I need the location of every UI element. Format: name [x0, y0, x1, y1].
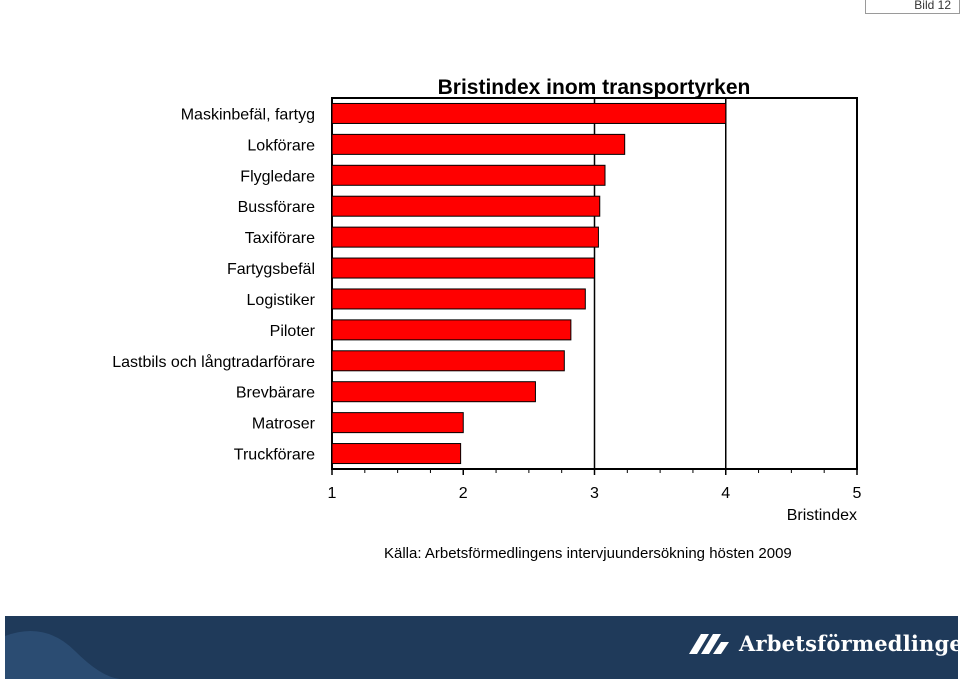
bar: [331, 102, 727, 124]
category-label: Matroser: [252, 416, 316, 433]
category-label: Logistiker: [247, 292, 316, 309]
x-tick-label: 1: [328, 485, 337, 502]
footer-decoration: [5, 631, 125, 679]
brand-logo: Arbetsförmedlingen: [687, 630, 958, 656]
bar-chart: Bristindex inom transportyrken Maskinbef…: [112, 76, 862, 524]
category-label: Taxiförare: [245, 230, 315, 247]
category-label: Lastbils och långtradarförare: [112, 353, 315, 371]
bar: [331, 195, 601, 217]
category-label: Lokförare: [247, 137, 315, 154]
source-note: Källa: Arbetsförmedlingens intervjuunder…: [384, 545, 792, 562]
category-label: Brevbärare: [236, 385, 315, 402]
bar: [331, 288, 586, 310]
bar: [331, 412, 464, 434]
x-tick-label: 2: [459, 485, 468, 502]
bar: [331, 443, 462, 465]
x-axis-title: Bristindex: [787, 507, 857, 524]
slide-number: Bild 12: [865, 0, 960, 14]
bar: [331, 226, 599, 248]
bar: [331, 319, 572, 341]
category-label: Truckförare: [234, 447, 315, 464]
bar: [331, 350, 565, 372]
footer-bar: Arbetsförmedlingen: [5, 616, 958, 679]
bar: [331, 133, 626, 155]
bar: [331, 381, 536, 403]
chart-title: Bristindex inom transportyrken: [438, 76, 751, 99]
bar: [331, 257, 595, 279]
x-tick-label: 3: [590, 485, 599, 502]
brand-logo-icon: [689, 634, 729, 654]
category-label: Fartygsbefäl: [227, 261, 315, 278]
brand-name: Arbetsförmedlingen: [739, 630, 958, 656]
x-tick-label: 5: [853, 485, 862, 502]
x-tick-label: 4: [721, 485, 730, 502]
category-label: Bussförare: [238, 199, 315, 216]
plot-area: Maskinbefäl, fartyg Lokförare Flygledare Bu…: [112, 97, 862, 502]
category-label: Piloter: [270, 323, 316, 340]
category-label: Maskinbefäl, fartyg: [181, 106, 315, 123]
bar: [331, 164, 606, 186]
category-label: Flygledare: [240, 168, 315, 185]
